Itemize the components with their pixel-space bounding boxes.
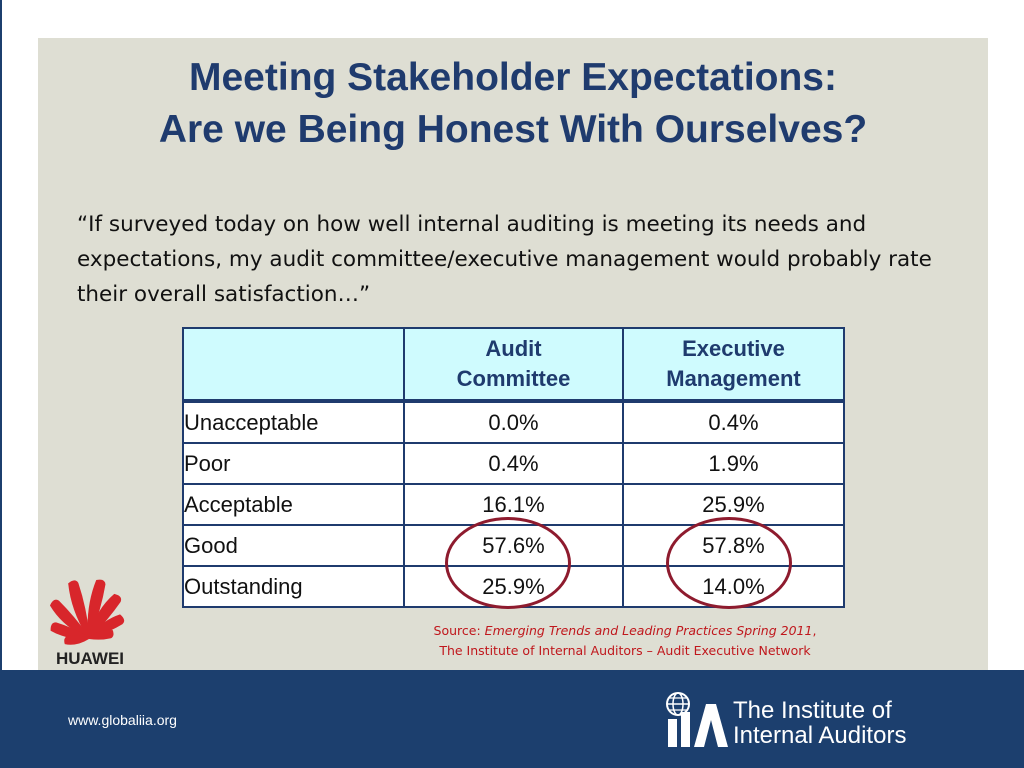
huawei-wordmark: HUAWEI <box>56 649 124 668</box>
source-suffix: , <box>812 623 817 638</box>
row-label: Poor <box>182 442 405 485</box>
iia-line-1: The Institute of <box>733 697 892 724</box>
highlight-circle-executive-management <box>666 517 792 609</box>
table-row: Unacceptable 0.0% 0.4% <box>182 400 845 444</box>
table-row: Poor 0.4% 1.9% <box>182 442 845 485</box>
row-label: Unacceptable <box>182 400 405 444</box>
source-citation: Source: Emerging Trends and Leading Prac… <box>390 621 860 661</box>
header-exec-line-1: Executive <box>682 336 785 361</box>
source-publication: Emerging Trends and Leading Practices Sp… <box>484 623 813 638</box>
header-empty-cell <box>182 327 405 403</box>
executive-management-value: 25.9% <box>622 483 845 526</box>
table-header-row: Audit Committee Executive Management <box>182 327 845 403</box>
header-exec-line-2: Management <box>666 366 801 391</box>
row-label: Outstanding <box>182 565 405 608</box>
audit-committee-value: 0.0% <box>403 400 624 444</box>
iia-line-2: Internal Auditors <box>733 722 907 749</box>
audit-committee-value: 0.4% <box>403 442 624 485</box>
footer-url-link[interactable]: www.globaliia.org <box>68 712 177 728</box>
huawei-petals <box>49 579 125 645</box>
header-audit-line-2: Committee <box>456 366 571 391</box>
survey-quote: “If surveyed today on how well internal … <box>77 212 932 307</box>
title-line-2: Are we Being Honest With Ourselves? <box>158 108 868 151</box>
executive-management-value: 1.9% <box>622 442 845 485</box>
slide-title: Meeting Stakeholder Expectations: Are we… <box>38 52 988 156</box>
table-row: Acceptable 16.1% 25.9% <box>182 483 845 526</box>
highlight-circle-audit-committee <box>445 517 571 609</box>
header-audit-committee: Audit Committee <box>403 327 624 403</box>
header-audit-line-1: Audit <box>485 336 542 361</box>
source-line-2: The Institute of Internal Auditors – Aud… <box>439 643 811 658</box>
executive-management-value: 0.4% <box>622 400 845 444</box>
left-border <box>0 0 2 670</box>
iia-globe-logo-icon <box>666 692 728 747</box>
source-prefix: Source: <box>433 623 485 638</box>
row-label: Good <box>182 524 405 567</box>
iia-wordmark: The Institute of Internal Auditors <box>733 698 906 748</box>
header-executive-management: Executive Management <box>622 327 845 403</box>
footer-bar <box>0 670 1024 768</box>
huawei-logo-icon: HUAWEI <box>49 579 125 668</box>
title-line-1: Meeting Stakeholder Expectations: <box>189 56 837 99</box>
row-label: Acceptable <box>182 483 405 526</box>
